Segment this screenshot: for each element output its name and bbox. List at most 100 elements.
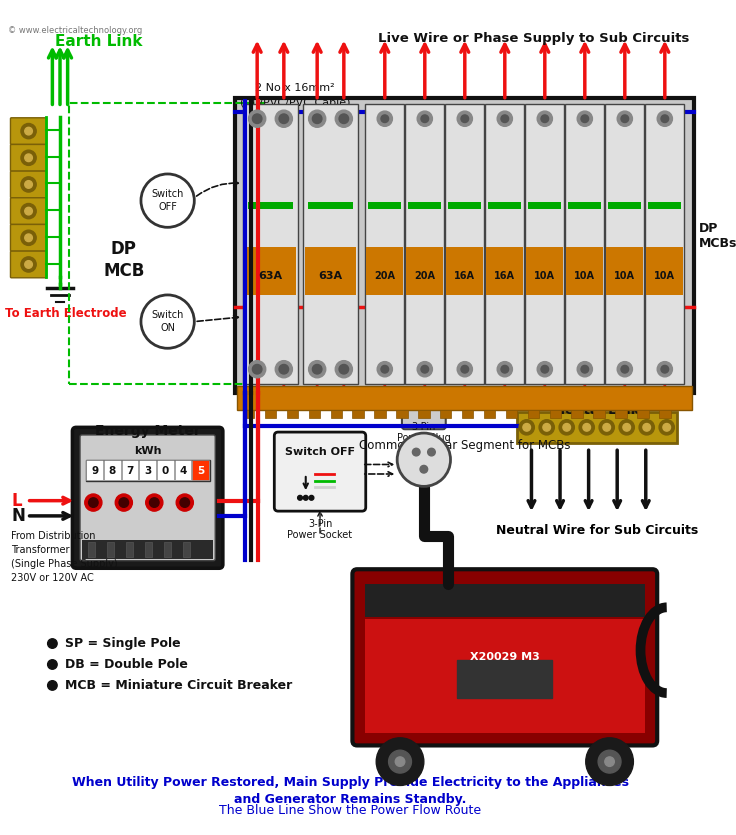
Circle shape: [498, 362, 512, 377]
Bar: [121, 460, 138, 480]
FancyBboxPatch shape: [10, 251, 46, 278]
Circle shape: [461, 366, 469, 373]
FancyBboxPatch shape: [10, 171, 46, 198]
Circle shape: [539, 420, 554, 435]
Circle shape: [339, 114, 349, 124]
Circle shape: [381, 366, 389, 373]
Bar: [486, 247, 523, 295]
Bar: [408, 201, 441, 210]
Circle shape: [657, 111, 673, 126]
Text: Switch
ON: Switch ON: [152, 311, 184, 333]
Circle shape: [25, 127, 32, 135]
Circle shape: [412, 448, 420, 456]
Circle shape: [563, 423, 570, 431]
Bar: [567, 201, 601, 210]
Text: DB = Double Pole: DB = Double Pole: [65, 658, 188, 671]
FancyBboxPatch shape: [10, 225, 46, 251]
Bar: [550, 410, 561, 418]
Bar: [243, 104, 298, 383]
Bar: [528, 201, 561, 210]
FancyBboxPatch shape: [10, 144, 46, 171]
Bar: [287, 410, 298, 418]
Text: 3-Pin
Power Plug: 3-Pin Power Plug: [397, 422, 450, 443]
Circle shape: [621, 115, 629, 123]
Circle shape: [85, 494, 102, 511]
Text: L: L: [12, 492, 22, 509]
Circle shape: [619, 420, 634, 435]
Bar: [157, 460, 174, 480]
Text: 63A: 63A: [258, 271, 283, 281]
Circle shape: [279, 114, 289, 124]
Bar: [571, 410, 583, 418]
Text: SP = Single Pole: SP = Single Pole: [65, 637, 180, 650]
Text: When Utility Power Restored, Main Supply Provide Electricity to the Appliances
a: When Utility Power Restored, Main Supply…: [72, 776, 629, 806]
Bar: [462, 410, 473, 418]
Circle shape: [603, 423, 611, 431]
Text: From Distribution
Transformer
(Single Phase Supply)
230V or 120V AC: From Distribution Transformer (Single Ph…: [12, 531, 118, 583]
Text: 20A: 20A: [414, 271, 435, 281]
Circle shape: [252, 364, 262, 374]
Bar: [484, 410, 495, 418]
Circle shape: [663, 423, 670, 431]
Circle shape: [48, 681, 57, 691]
Text: Energy Meter: Energy Meter: [95, 423, 200, 438]
Text: 63A: 63A: [319, 271, 342, 281]
Text: Switch OFF: Switch OFF: [285, 448, 355, 458]
Circle shape: [543, 423, 551, 431]
Circle shape: [381, 115, 389, 123]
Bar: [526, 247, 563, 295]
Text: 16A: 16A: [454, 271, 475, 281]
Bar: [365, 104, 404, 383]
Bar: [593, 410, 605, 418]
Bar: [447, 201, 481, 210]
Text: 4: 4: [180, 466, 187, 476]
Text: 3-Pin
Power Socket: 3-Pin Power Socket: [288, 519, 353, 540]
Bar: [303, 104, 358, 383]
Bar: [457, 660, 553, 698]
Circle shape: [312, 114, 322, 124]
Circle shape: [297, 495, 302, 500]
Text: 0: 0: [162, 466, 169, 476]
Circle shape: [25, 234, 32, 241]
Circle shape: [336, 361, 353, 377]
Text: DP
MCBs: DP MCBs: [699, 222, 736, 250]
Circle shape: [537, 111, 553, 126]
Circle shape: [501, 115, 509, 123]
Bar: [446, 247, 483, 295]
Circle shape: [605, 757, 615, 767]
Circle shape: [21, 124, 36, 139]
Bar: [368, 201, 401, 210]
Circle shape: [498, 111, 512, 126]
Circle shape: [116, 494, 132, 511]
Bar: [308, 410, 320, 418]
Bar: [396, 410, 408, 418]
Bar: [82, 539, 213, 559]
Circle shape: [586, 738, 634, 786]
Circle shape: [621, 366, 629, 373]
Circle shape: [25, 261, 32, 268]
FancyBboxPatch shape: [80, 435, 215, 560]
FancyBboxPatch shape: [275, 432, 366, 511]
FancyBboxPatch shape: [353, 569, 657, 746]
Text: kWh: kWh: [134, 447, 161, 457]
Bar: [637, 410, 648, 418]
Circle shape: [303, 495, 308, 500]
Bar: [237, 387, 693, 410]
Circle shape: [48, 660, 57, 669]
Circle shape: [461, 115, 469, 123]
Circle shape: [308, 110, 326, 127]
Text: DP
MCB: DP MCB: [103, 240, 144, 280]
Text: 10A: 10A: [534, 271, 555, 281]
Circle shape: [421, 115, 428, 123]
Circle shape: [599, 420, 615, 435]
Bar: [164, 542, 171, 557]
Bar: [126, 542, 133, 557]
FancyBboxPatch shape: [10, 198, 46, 225]
Bar: [405, 104, 444, 383]
Bar: [488, 201, 521, 210]
Circle shape: [249, 110, 266, 127]
Circle shape: [146, 494, 163, 511]
Circle shape: [598, 750, 621, 773]
Bar: [615, 410, 627, 418]
Text: 20A: 20A: [375, 271, 395, 281]
